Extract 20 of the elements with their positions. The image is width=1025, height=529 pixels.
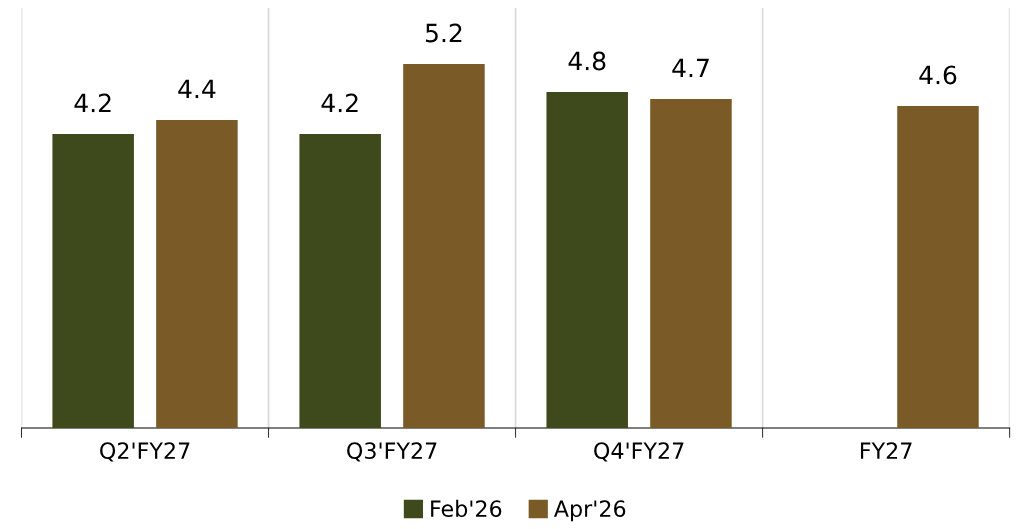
bar xyxy=(403,63,485,428)
x-tick-label: Q3'FY27 xyxy=(347,442,437,462)
bar xyxy=(897,105,979,428)
data-label: 4.2 xyxy=(321,93,358,113)
data-label: 4.4 xyxy=(178,79,216,99)
bar xyxy=(546,91,628,428)
bar xyxy=(52,133,134,428)
data-label: 4.2 xyxy=(74,93,111,113)
data-label: 4.7 xyxy=(672,58,709,78)
x-tick-label: FY27 xyxy=(860,442,912,459)
bar xyxy=(650,98,732,428)
legend-label: Apr'26 xyxy=(553,500,626,522)
legend-label: Feb'26 xyxy=(431,499,502,518)
x-tick-label: Q2'FY27 xyxy=(100,442,190,462)
data-label: 4.8 xyxy=(568,51,606,71)
bar xyxy=(299,133,381,428)
x-tick-label: Q4'FY27 xyxy=(594,442,684,462)
data-label: 5.2 xyxy=(425,23,462,43)
data-label: 4.6 xyxy=(919,65,957,85)
bar xyxy=(156,119,238,428)
